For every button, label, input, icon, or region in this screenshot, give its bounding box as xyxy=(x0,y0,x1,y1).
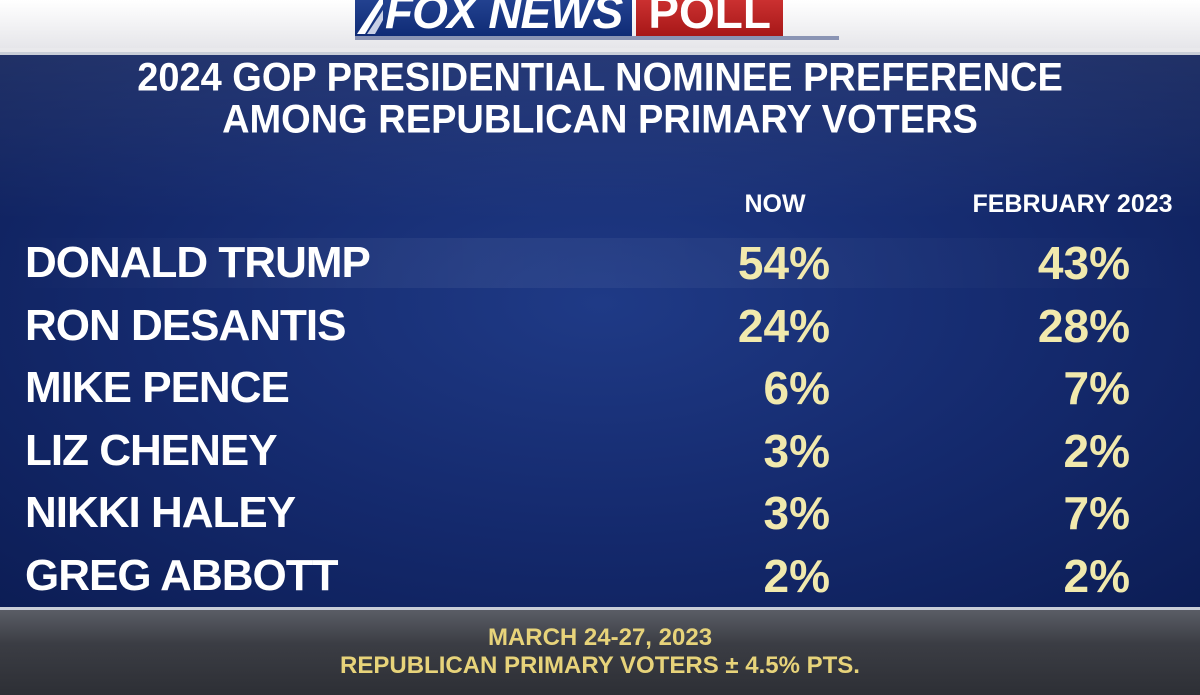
table-row: NIKKI HALEY 3% 7% xyxy=(0,482,1200,544)
footer-bar: MARCH 24-27, 2023 REPUBLICAN PRIMARY VOT… xyxy=(0,610,1200,695)
logo-underline xyxy=(355,36,839,40)
value-february: 7% xyxy=(1063,487,1130,539)
candidate-name: LIZ CHENEY xyxy=(25,425,278,475)
value-now: 6% xyxy=(763,362,830,414)
value-now: 3% xyxy=(763,424,830,477)
table-row: MIKE PENCE 6% 7% xyxy=(0,357,1200,419)
value-now: 3% xyxy=(763,487,830,539)
table-row: GREG ABBOTT 2% 2% xyxy=(0,545,1200,607)
value-now: 24% xyxy=(737,299,830,352)
value-february: 2% xyxy=(1063,424,1130,477)
value-february: 7% xyxy=(1063,362,1130,414)
candidate-name: MIKE PENCE xyxy=(25,363,290,412)
row-band xyxy=(0,238,1200,288)
logo-news-text: FOX NEWS xyxy=(385,0,623,38)
margin-of-error: REPUBLICAN PRIMARY VOTERS ± 4.5% PTS. xyxy=(340,652,860,679)
logo-flag-icon xyxy=(357,0,383,34)
table-row: LIZ CHENEY 3% 2% xyxy=(0,420,1200,482)
logo-poll-tag: POLL xyxy=(636,0,784,38)
chart-title-line-1: 2024 GOP PRESIDENTIAL NOMINEE PREFERENCE xyxy=(137,55,1063,101)
value-february: 43% xyxy=(1037,237,1130,289)
fox-news-poll-logo: FOX NEWS POLL xyxy=(355,0,784,38)
table-row: DONALD TRUMP 54% 43% xyxy=(0,232,1200,294)
poll-dates: MARCH 24-27, 2023 xyxy=(487,624,713,651)
candidate-name: RON DESANTIS xyxy=(25,300,346,350)
value-now: 54% xyxy=(737,237,830,289)
candidate-name: GREG ABBOTT xyxy=(25,550,338,600)
logo-news-block: FOX NEWS xyxy=(355,0,633,38)
table-row: RON DESANTIS 24% 28% xyxy=(0,295,1200,357)
value-february: 28% xyxy=(1037,299,1130,352)
candidate-name: NIKKI HALEY xyxy=(25,488,296,537)
column-header-february: FEBRUARY 2023 xyxy=(972,190,1173,218)
candidate-name: DONALD TRUMP xyxy=(25,238,371,287)
value-february: 2% xyxy=(1063,549,1130,602)
column-header-now: NOW xyxy=(744,190,806,218)
chart-title-line-2: AMONG REPUBLICAN PRIMARY VOTERS xyxy=(222,97,978,143)
value-now: 2% xyxy=(763,549,830,602)
results-panel xyxy=(0,52,1200,610)
